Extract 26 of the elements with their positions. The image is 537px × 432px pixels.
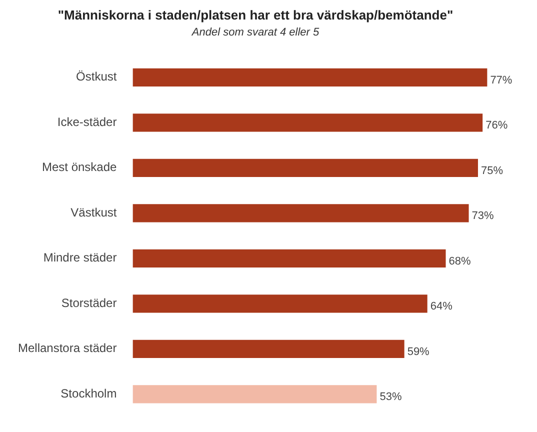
data-label: 77%	[490, 74, 512, 86]
bar	[132, 249, 446, 268]
bar	[132, 114, 483, 132]
chart-subtitle: Andel som svarat 4 eller 5	[190, 26, 320, 38]
data-label: 59%	[407, 346, 430, 358]
data-label: 53%	[380, 391, 402, 404]
data-label: 73%	[472, 210, 494, 222]
y-tick-label: Mest önskade	[42, 160, 118, 174]
bar	[132, 68, 488, 86]
bar	[132, 340, 404, 358]
y-tick-label: Mellanstora städer	[18, 341, 117, 356]
data-label: 75%	[480, 164, 504, 177]
chart-title: "Människorna i staden/platsen har ett bra värdskap/bemötande"	[58, 7, 454, 22]
y-tick-label: Icke-städer	[57, 114, 117, 129]
y-tick-label: Mindre städer	[43, 250, 117, 265]
y-tick-label: Östkust	[76, 70, 118, 84]
data-label: 76%	[486, 120, 508, 132]
y-tick-label: Västkust	[70, 205, 118, 220]
bar	[132, 294, 428, 313]
bar	[132, 204, 469, 222]
data-label: 64%	[430, 300, 453, 313]
bar	[132, 158, 478, 177]
y-tick-label: Stockholm	[60, 386, 117, 400]
data-label: 68%	[448, 255, 471, 268]
bar	[132, 385, 377, 404]
y-tick-label: Storstäder	[61, 296, 117, 310]
